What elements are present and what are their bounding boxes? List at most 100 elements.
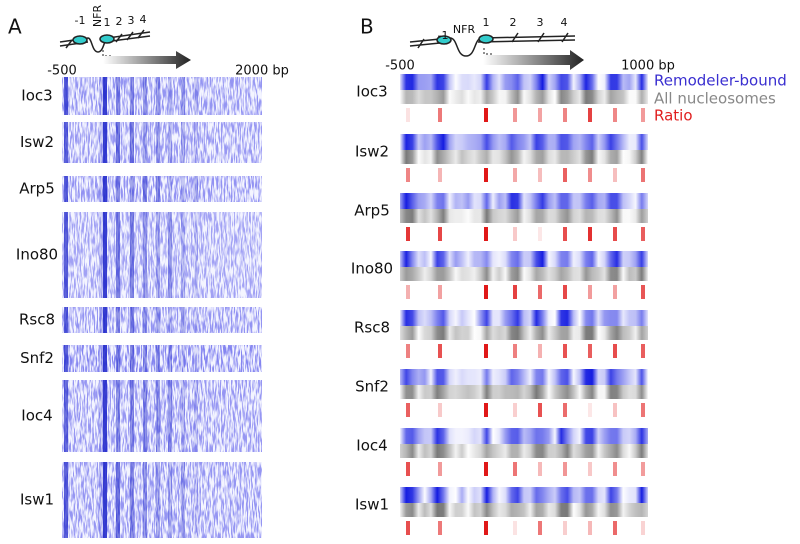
heatmap bbox=[62, 462, 262, 538]
bound-track bbox=[400, 134, 648, 150]
ratio-tick bbox=[588, 108, 592, 122]
ratio-tick bbox=[538, 462, 542, 476]
ratio-tick bbox=[438, 344, 442, 358]
heatmap-band bbox=[99, 462, 103, 538]
ratio-tick bbox=[588, 462, 592, 476]
ratio-tick bbox=[484, 462, 488, 476]
legend-entry: Ratio bbox=[654, 107, 693, 125]
heatmap-band bbox=[181, 122, 185, 163]
nuc-label: 2 bbox=[116, 15, 123, 28]
row-label: Ino80 bbox=[351, 260, 393, 278]
heatmap-band bbox=[143, 212, 147, 298]
ratio-tick bbox=[613, 227, 617, 241]
heatmap-band bbox=[194, 212, 198, 298]
heatmap-band bbox=[194, 345, 198, 372]
ratio-tick bbox=[484, 227, 488, 241]
ratio-tick bbox=[588, 285, 592, 299]
ratio-tick bbox=[588, 227, 592, 241]
heatmap-band bbox=[103, 345, 107, 372]
ratio-tick bbox=[438, 521, 442, 535]
heatmap-band bbox=[156, 122, 160, 163]
axis-start: -500 bbox=[47, 64, 77, 79]
tss-arrow bbox=[102, 50, 113, 57]
heatmap-band bbox=[168, 77, 172, 115]
row-label: Snf2 bbox=[20, 349, 54, 367]
nuc-label: 1 bbox=[483, 16, 490, 29]
bound-track bbox=[400, 251, 648, 267]
ratio-tick bbox=[438, 168, 442, 182]
schematic bbox=[409, 32, 576, 57]
ratio-tick bbox=[484, 285, 488, 299]
nuc-label: -1 bbox=[438, 29, 449, 42]
ratio-tick bbox=[538, 285, 542, 299]
row-label: Isw2 bbox=[20, 133, 54, 151]
heatmap bbox=[62, 307, 262, 333]
axis-end: 1000 bp bbox=[621, 59, 675, 74]
row-label: Ioc4 bbox=[21, 407, 52, 425]
ratio-tick bbox=[484, 344, 488, 358]
row-label: Ino80 bbox=[16, 246, 58, 264]
ratio-tick bbox=[641, 168, 645, 182]
all-track bbox=[400, 209, 648, 223]
heatmap bbox=[62, 122, 262, 163]
heatmap-noise bbox=[62, 307, 262, 333]
heatmap-band bbox=[103, 307, 107, 333]
heatmap-band bbox=[64, 345, 68, 372]
heatmap-band bbox=[168, 380, 172, 452]
ratio-tick bbox=[513, 168, 517, 182]
ratio-tick bbox=[641, 403, 645, 417]
nuc-label: NFR bbox=[453, 23, 476, 36]
heatmap-band bbox=[143, 345, 147, 372]
heatmap-noise bbox=[62, 122, 262, 163]
ratio-tick bbox=[613, 462, 617, 476]
heatmap bbox=[62, 176, 262, 202]
heatmap-band bbox=[99, 380, 103, 452]
heatmap-band bbox=[130, 345, 134, 372]
heatmap-band bbox=[64, 122, 68, 163]
ratio-tick bbox=[513, 344, 517, 358]
heatmap-band bbox=[143, 176, 147, 202]
nuc-label: 2 bbox=[510, 16, 517, 29]
heatmap-band bbox=[103, 176, 107, 202]
ratio-tick bbox=[588, 403, 592, 417]
ratio-tick bbox=[513, 285, 517, 299]
heatmap-band bbox=[130, 122, 134, 163]
legend-entry: Remodeler-bound bbox=[654, 72, 787, 90]
heatmap-band bbox=[168, 212, 172, 298]
all-track bbox=[400, 444, 648, 458]
heatmap bbox=[62, 380, 262, 452]
row-label: Arp5 bbox=[19, 180, 55, 198]
heatmap-band bbox=[130, 380, 134, 452]
heatmap-band bbox=[168, 462, 172, 538]
heatmap-band bbox=[168, 176, 172, 202]
legend-entry: All nucleosomes bbox=[654, 90, 776, 108]
ratio-tick bbox=[484, 108, 488, 122]
heatmap-band bbox=[143, 462, 147, 538]
axis-end: 2000 bp bbox=[235, 64, 289, 79]
heatmap-noise bbox=[62, 462, 262, 538]
ratio-tick bbox=[538, 227, 542, 241]
heatmap-band bbox=[194, 462, 198, 538]
heatmap-band bbox=[143, 380, 147, 452]
heatmap-band bbox=[103, 462, 107, 538]
bound-track bbox=[400, 193, 648, 209]
heatmap-band bbox=[99, 77, 103, 115]
direction-arrow bbox=[483, 50, 584, 70]
ratio-tick bbox=[438, 227, 442, 241]
ratio-tick bbox=[406, 168, 410, 182]
ratio-tick bbox=[484, 168, 488, 182]
nuc-label: -1 bbox=[75, 14, 86, 27]
heatmap-band bbox=[116, 307, 120, 333]
all-track bbox=[400, 326, 648, 340]
heatmap-band bbox=[116, 77, 120, 115]
ratio-tick bbox=[406, 227, 410, 241]
heatmap-band bbox=[64, 462, 68, 538]
nuc-label: 4 bbox=[561, 16, 568, 29]
heatmap-band bbox=[116, 212, 120, 298]
ratio-tick bbox=[588, 521, 592, 535]
axis-start: -500 bbox=[385, 59, 415, 74]
ratio-tick bbox=[484, 403, 488, 417]
ratio-tick bbox=[613, 344, 617, 358]
ratio-tick bbox=[538, 344, 542, 358]
